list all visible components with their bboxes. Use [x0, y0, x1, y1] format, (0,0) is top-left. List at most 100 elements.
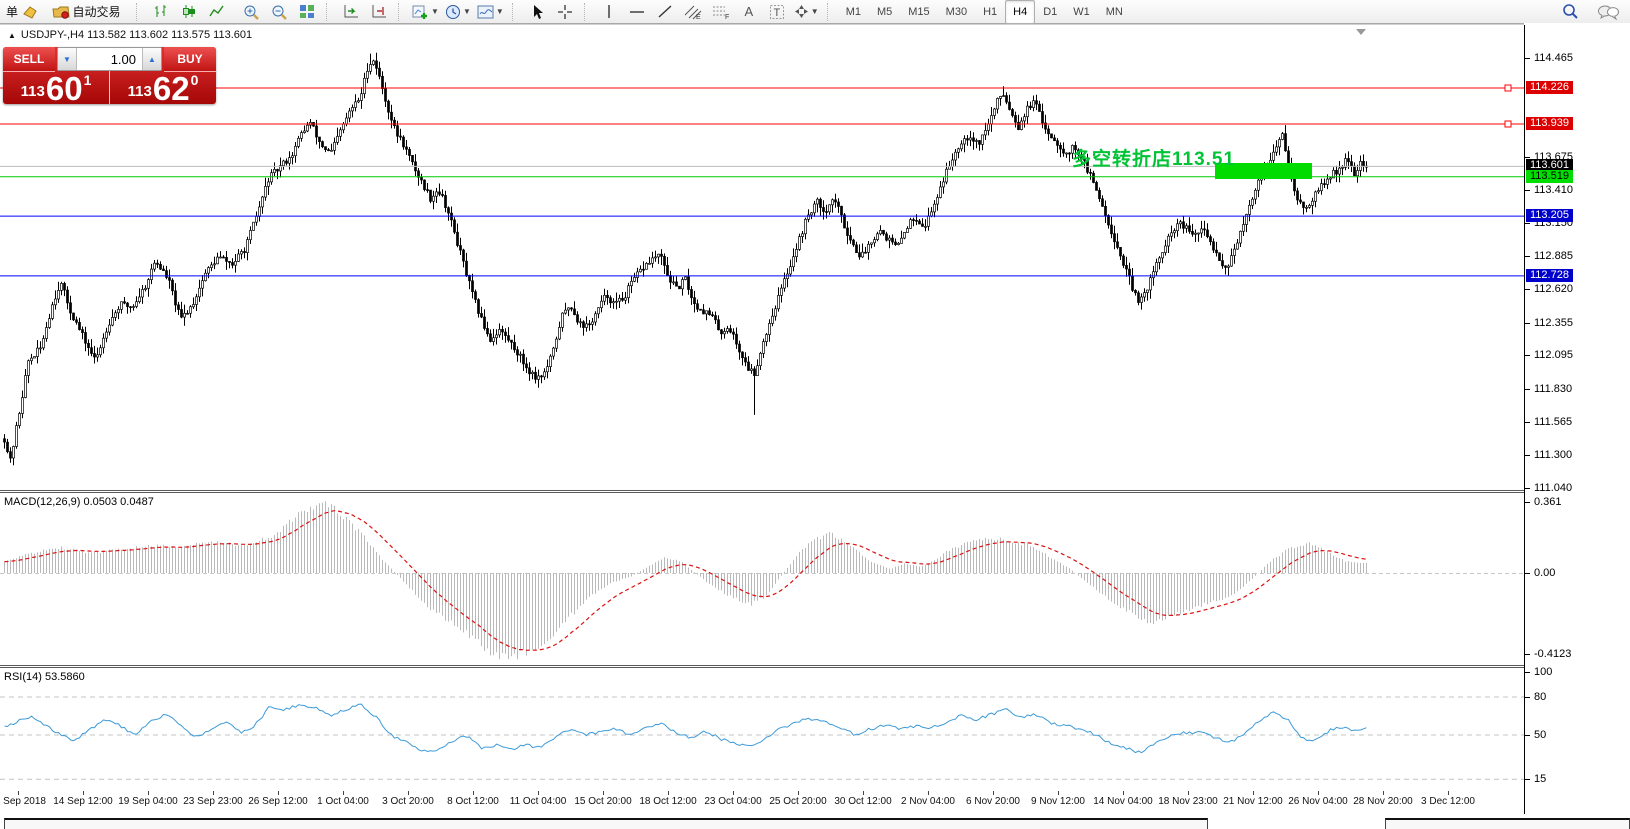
tile-windows-icon[interactable] — [293, 1, 321, 23]
background-window-edge[interactable] — [4, 818, 1208, 829]
toolbar-separator — [326, 2, 332, 21]
shapes-tool-button[interactable]: ▼ — [791, 1, 822, 23]
sell-price[interactable]: 113 60 1 — [3, 71, 110, 104]
candlestick-chart-icon[interactable] — [175, 1, 203, 23]
new-order-icon — [22, 5, 38, 19]
new-order-button[interactable]: 单 — [3, 1, 41, 23]
time-tick — [733, 791, 734, 795]
axis-tick — [1525, 779, 1530, 781]
crosshair-icon[interactable] — [551, 1, 579, 23]
price-axis[interactable]: 114.465 113.675 113.410 113.150 112.885 112.6… — [1524, 23, 1630, 814]
periods-button[interactable]: ▼ — [442, 1, 474, 23]
auto-scroll-icon[interactable] — [337, 1, 365, 23]
timeframe-mn[interactable]: MN — [1105, 5, 1123, 18]
price-tick-label: 113.410 — [1534, 184, 1573, 197]
axis-tick — [1525, 322, 1530, 324]
time-tick — [798, 791, 799, 795]
time-label: 26 Sep 12:00 — [248, 796, 308, 807]
time-label: 9 Nov 12:00 — [1031, 796, 1085, 807]
axis-tick — [1525, 487, 1530, 489]
toolbar-separator — [511, 2, 518, 21]
trendline-tool-icon[interactable] — [651, 1, 679, 23]
dropdown-caret: ▼ — [462, 7, 471, 16]
rsi-tick-label: 15 — [1534, 773, 1547, 786]
time-tick — [1188, 791, 1189, 795]
axis-tick — [1525, 671, 1530, 673]
new-chart-button[interactable]: ▼ — [409, 1, 442, 23]
timeframe-w1[interactable]: W1 — [1073, 5, 1090, 18]
time-tick — [1448, 791, 1449, 795]
axis-tick — [1525, 573, 1530, 574]
volume-increase-button[interactable]: ▲ — [143, 48, 161, 70]
timeframe-m5[interactable]: M5 — [876, 5, 893, 18]
time-tick — [18, 791, 19, 795]
timeframe-group: M1 M5 M15 M30 H1 H4 D1 W1 MN — [835, 0, 1134, 24]
price-tick-label: 112.620 — [1534, 283, 1573, 296]
sell-button[interactable]: SELL — [3, 47, 55, 72]
axis-tick — [1525, 735, 1530, 736]
bar-chart-icon[interactable] — [147, 1, 175, 23]
time-tick — [1318, 791, 1319, 795]
zoom-in-icon[interactable] — [237, 1, 265, 23]
channel-tool-icon[interactable]: E — [679, 1, 707, 23]
price-badge-113.519: 113.519 — [1526, 169, 1573, 183]
axis-tick — [1525, 501, 1530, 503]
zoom-out-icon[interactable] — [265, 1, 293, 23]
buy-price[interactable]: 113 62 0 — [110, 71, 216, 104]
timeframe-h1[interactable]: H1 — [983, 5, 998, 18]
green-rectangle-annotation[interactable] — [1215, 163, 1312, 179]
background-window-edge[interactable] — [1385, 818, 1630, 829]
autotrading-button[interactable]: 自动交易 — [41, 1, 131, 23]
time-tick — [83, 791, 84, 795]
time-label: 21 Nov 12:00 — [1223, 796, 1283, 807]
line-chart-icon[interactable] — [203, 1, 231, 23]
axis-tick — [1525, 222, 1530, 224]
volume-decrease-button[interactable]: ▼ — [58, 48, 76, 70]
chat-icon[interactable] — [1594, 1, 1622, 23]
sell-price-figure: 113 — [20, 83, 45, 100]
toolbar-separator — [136, 2, 142, 21]
dropdown-caret: ▼ — [431, 7, 439, 16]
vertical-line-tool-icon[interactable] — [595, 1, 623, 23]
chart-text-annotation[interactable]: 多空转折店113.51 — [1072, 149, 1236, 170]
text-tool-icon[interactable]: A — [744, 4, 754, 19]
time-label: 30 Oct 12:00 — [834, 796, 892, 807]
axis-tick — [1525, 256, 1530, 258]
timeframe-m15[interactable]: M15 — [908, 5, 930, 18]
symbol-title-row[interactable]: ▲ USDJPY-,H4 113.582 113.602 113.575 113… — [8, 29, 252, 41]
price-badge-114.226: 114.226 — [1526, 80, 1573, 94]
time-tick — [408, 791, 409, 795]
time-label: 6 Nov 20:00 — [966, 796, 1020, 807]
time-axis[interactable]: 11 Sep 2018 14 Sep 12:00 19 Sep 04:00 23 Se… — [0, 790, 1524, 814]
timeframe-d1[interactable]: D1 — [1043, 5, 1058, 18]
chart-shift-icon[interactable] — [365, 1, 393, 23]
buy-price-point: 0 — [190, 72, 199, 88]
time-tick — [603, 791, 604, 795]
timeframe-m1[interactable]: M1 — [845, 5, 861, 18]
label-tool-icon[interactable]: T — [763, 1, 791, 23]
price-badge-113.601: 113.601 — [1526, 159, 1573, 173]
buy-price-pips: 62 — [152, 69, 190, 104]
collapse-arrow-icon[interactable]: ▲ — [8, 30, 16, 40]
time-label: 23 Oct 04:00 — [704, 796, 762, 807]
horizontal-line-tool-icon[interactable] — [623, 1, 651, 23]
timeframe-h4[interactable]: H4 — [1005, 0, 1036, 24]
price-tick-label: 111.565 — [1534, 415, 1573, 428]
cursor-icon[interactable] — [523, 1, 551, 23]
volume-field[interactable]: 1.00 — [76, 48, 143, 70]
price-badge-113.205: 113.205 — [1526, 209, 1573, 223]
chart-canvas[interactable] — [0, 0, 1524, 829]
time-tick — [538, 791, 539, 795]
timeframe-m30[interactable]: M30 — [945, 5, 968, 18]
templates-button[interactable]: ▼ — [474, 1, 507, 23]
chart-shift-marker[interactable] — [1356, 29, 1366, 35]
macd-tick-label: -0.4123 — [1534, 648, 1572, 661]
search-icon[interactable] — [1556, 1, 1584, 23]
buy-button[interactable]: BUY — [164, 47, 216, 72]
fibonacci-tool-icon[interactable]: F — [707, 1, 735, 23]
macd-tick-label: 0.00 — [1534, 567, 1556, 579]
buy-price-figure: 113 — [127, 83, 152, 100]
price-tick-label: 112.355 — [1534, 316, 1573, 329]
time-label: 14 Sep 12:00 — [53, 796, 113, 807]
